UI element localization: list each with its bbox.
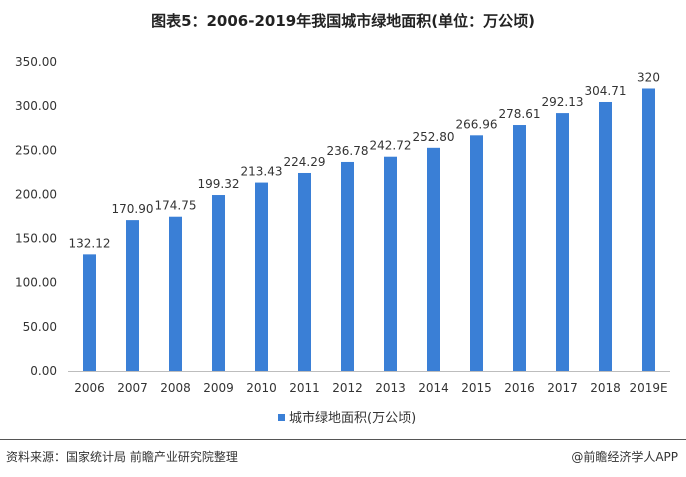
bar xyxy=(126,220,139,371)
x-tick-label: 2014 xyxy=(418,381,449,395)
x-axis: 2006 2007 2008 2009 2010 2011 2012 2013 2014 2015… xyxy=(68,371,670,395)
x-tick-label: 2016 xyxy=(504,381,535,395)
data-label: 304.71 xyxy=(585,84,627,98)
x-tick-label: 2017 xyxy=(547,381,578,395)
x-tick-label: 2010 xyxy=(246,381,277,395)
bar xyxy=(384,156,397,371)
x-tick-label: 2012 xyxy=(332,381,363,395)
brand-credit: @前瞻经济学人APP xyxy=(571,450,678,464)
bar xyxy=(599,101,612,372)
source-note: 资料来源：国家统计局 前瞻产业研究院整理 xyxy=(6,450,238,464)
y-tick-label: 100.00 xyxy=(15,276,57,290)
bar xyxy=(212,195,225,371)
x-tick-label: 2008 xyxy=(160,381,191,395)
data-label: 170.90 xyxy=(112,202,154,216)
x-tick-label: 2011 xyxy=(289,381,320,395)
data-label: 174.75 xyxy=(155,199,197,213)
data-label: 199.32 xyxy=(198,177,240,191)
data-label: 320 xyxy=(637,70,660,84)
bar xyxy=(298,172,311,371)
y-tick-label: 150.00 xyxy=(15,232,57,246)
bar xyxy=(255,182,268,371)
data-label: 252.80 xyxy=(413,130,455,144)
legend-label: 城市绿地面积(万公顷) xyxy=(289,410,416,426)
y-tick-label: 50.00 xyxy=(23,320,57,334)
bar xyxy=(427,147,440,371)
bar xyxy=(341,161,354,371)
y-tick-label: 0.00 xyxy=(30,364,57,378)
x-tick-label: 2018 xyxy=(590,381,621,395)
data-label: 213.43 xyxy=(241,165,283,179)
bar xyxy=(83,254,96,371)
x-tick-label: 2013 xyxy=(375,381,406,395)
footer-divider xyxy=(0,439,686,440)
legend-swatch xyxy=(278,414,285,421)
data-label: 224.29 xyxy=(284,155,326,169)
data-label: 266.96 xyxy=(456,117,498,131)
x-tick-label: 2006 xyxy=(74,381,105,395)
data-label: 236.78 xyxy=(327,144,369,158)
y-tick-label: 300.00 xyxy=(15,99,57,113)
chart-title: 图表5：2006-2019年我国城市绿地面积(单位：万公顷) xyxy=(151,12,535,30)
x-tick-label: 2007 xyxy=(117,381,148,395)
data-label: 132.12 xyxy=(69,236,111,250)
x-tick-label: 2015 xyxy=(461,381,492,395)
data-label: 242.72 xyxy=(370,139,412,153)
bar xyxy=(513,125,526,372)
bar xyxy=(169,216,182,371)
legend: 城市绿地面积(万公顷) xyxy=(278,410,416,426)
bar xyxy=(556,113,569,371)
y-axis: 0.00 50.00 100.00 150.00 200.00 250.00 300.00 3… xyxy=(15,55,57,378)
bar xyxy=(642,88,655,371)
data-label: 278.61 xyxy=(499,107,541,121)
y-tick-label: 200.00 xyxy=(15,187,57,201)
bar xyxy=(470,135,483,371)
bars xyxy=(83,88,655,372)
y-tick-label: 250.00 xyxy=(15,143,57,157)
data-label: 292.13 xyxy=(542,95,584,109)
data-labels: 132.12 170.90 174.75199.32213.43224.29236.… xyxy=(69,70,660,250)
x-tick-label: 2009 xyxy=(203,381,234,395)
bar-chart: 0.00 50.00 100.00 150.00 200.00 250.00 300.00 3… xyxy=(15,55,670,426)
x-tick-label: 2019E xyxy=(629,381,667,395)
y-tick-label: 350.00 xyxy=(15,55,57,69)
